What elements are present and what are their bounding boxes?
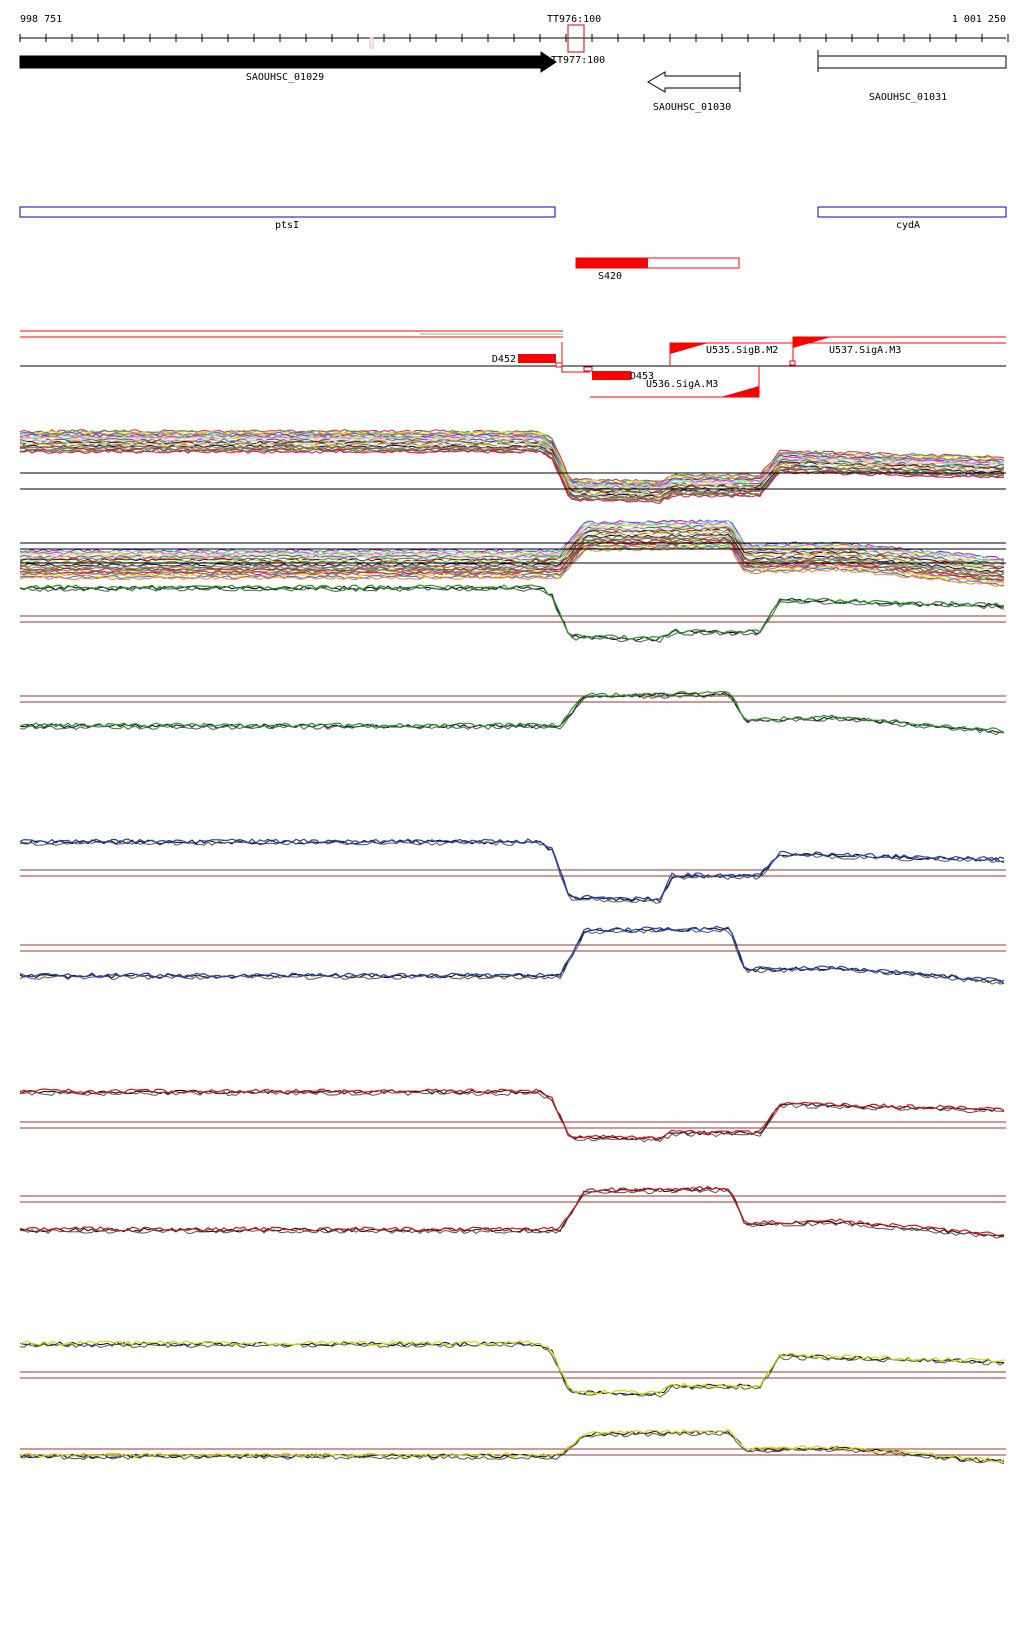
- replicate-line: [19, 1089, 1005, 1141]
- terminator-label-tt976: TT976:100: [547, 14, 601, 25]
- expression-track-green-up: [19, 690, 1006, 736]
- replicate-line: [19, 840, 1005, 904]
- expression-track-all-up: [19, 519, 1006, 587]
- expression-track-green-down: [19, 584, 1006, 644]
- expression-track-blue-down: [19, 838, 1006, 904]
- replicate-line: [19, 1188, 1005, 1239]
- transcript-u536-start: [721, 386, 759, 397]
- transcript-d453-start: [583, 366, 593, 372]
- srna-box-filled: [576, 258, 648, 268]
- ruler-marker: [369, 37, 374, 49]
- condition-line: [19, 690, 1005, 733]
- gene-saouhsc-01030[interactable]: SAOUHSC_01030: [647, 71, 741, 113]
- srna-s420[interactable]: S420: [575, 257, 740, 282]
- condition-line: [19, 925, 1005, 984]
- ruler-start-label: 998 751: [20, 14, 62, 25]
- condition-line: [19, 1340, 1005, 1395]
- replicate-line: [19, 586, 1005, 644]
- replicate-line: [19, 1341, 1005, 1396]
- condition-line: [19, 838, 1005, 901]
- condition-line: [19, 546, 1005, 587]
- gene-label: SAOUHSC_01030: [653, 102, 731, 113]
- condition-line: [19, 584, 1005, 640]
- expression-track-red-up: [19, 1185, 1006, 1239]
- expression-track-blue-up: [19, 925, 1006, 985]
- transcript-u535-label: U535.SigB.M2: [706, 345, 778, 356]
- condition-line: [19, 537, 1005, 579]
- transcript-u537-start: [793, 337, 831, 348]
- transcript-d452-end: [555, 362, 563, 368]
- transcript-u536-label: U536.SigA.M3: [646, 379, 718, 390]
- gene-arrow-forward[interactable]: [19, 51, 557, 73]
- replicate-line: [19, 1186, 1005, 1237]
- ruler-end-label: 1 001 250: [952, 14, 1006, 25]
- replicate-line: [19, 839, 1005, 903]
- condition-line: [19, 433, 1005, 488]
- condition-line: [19, 527, 1005, 568]
- condition-line: [19, 1088, 1005, 1140]
- transcript-d452-label: D452: [492, 354, 516, 365]
- gene-track[interactable]: SAOUHSC_01029 SAOUHSC_01030 SAOUHSC_0103…: [19, 50, 1007, 113]
- expression-track-yellow-down: [19, 1340, 1006, 1398]
- condition-line: [19, 440, 1005, 495]
- condition-line: [19, 530, 1005, 571]
- srna-label: S420: [598, 271, 622, 282]
- gene-arrow-reverse[interactable]: [647, 71, 741, 93]
- expression-tracks: [19, 429, 1006, 1465]
- terminator-box[interactable]: [567, 24, 585, 53]
- condition-line: [19, 544, 1005, 585]
- transcript-u535-start: [670, 343, 708, 354]
- operon-cyda-box[interactable]: [817, 206, 1007, 218]
- replicate-line: [19, 1429, 1005, 1463]
- ruler-ticks: [19, 34, 1009, 42]
- replicate-line: [19, 1431, 1005, 1465]
- replicate-line: [19, 1090, 1005, 1143]
- transcript-u537-end: [789, 360, 796, 366]
- transcript-d453[interactable]: [592, 371, 631, 380]
- transcript-d453-span: [561, 342, 590, 373]
- replicate-line: [19, 585, 1005, 642]
- replicate-line: [19, 1342, 1005, 1398]
- terminator-track[interactable]: TT976:100 TT977:100: [547, 14, 605, 66]
- operon-ptsi-label: ptsI: [275, 220, 299, 231]
- transcript-u537-label: U537.SigA.M3: [829, 345, 901, 356]
- condition-line: [19, 534, 1005, 576]
- terminator-label-tt977: TT977:100: [551, 55, 605, 66]
- replicate-line: [19, 693, 1005, 736]
- gene-box[interactable]: [817, 55, 1007, 69]
- expression-track-red-down: [19, 1088, 1006, 1143]
- condition-line: [19, 523, 1005, 564]
- gene-saouhsc-01031[interactable]: SAOUHSC_01031: [817, 50, 1007, 103]
- expression-track-all-down: [19, 429, 1006, 504]
- transcript-track[interactable]: D452 D453 U535.SigB.M2 U536.SigA.M3 U537…: [20, 330, 1006, 398]
- transcript-d453-label: D453: [630, 371, 654, 382]
- coordinate-ruler: 998 751 1 001 250: [19, 14, 1009, 49]
- condition-line: [19, 447, 1005, 501]
- condition-line: [19, 1185, 1005, 1236]
- gene-label: SAOUHSC_01031: [869, 92, 947, 103]
- expression-track-yellow-up: [19, 1428, 1006, 1465]
- operon-track[interactable]: ptsI cydA: [19, 206, 1007, 231]
- operon-cyda-label: cydA: [896, 220, 920, 231]
- transcript-d452[interactable]: [518, 354, 556, 363]
- condition-line: [19, 1428, 1005, 1463]
- gene-label: SAOUHSC_01029: [246, 72, 324, 83]
- operon-ptsi-box[interactable]: [19, 206, 556, 218]
- condition-line: [19, 523, 1005, 565]
- gene-saouhsc-01029[interactable]: SAOUHSC_01029: [19, 51, 557, 83]
